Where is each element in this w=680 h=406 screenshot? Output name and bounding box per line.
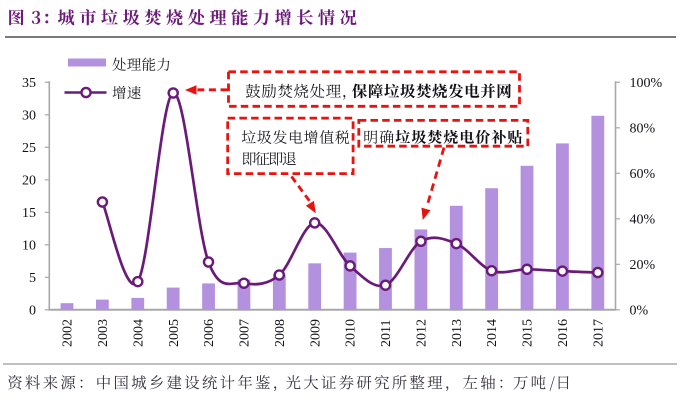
svg-text:2012: 2012 [415, 319, 430, 347]
svg-text:0: 0 [29, 304, 36, 319]
svg-text:25: 25 [22, 141, 36, 156]
svg-text:2006: 2006 [202, 319, 217, 347]
svg-text:2004: 2004 [131, 319, 146, 347]
svg-text:40%: 40% [630, 213, 656, 228]
svg-text:2009: 2009 [308, 319, 323, 347]
svg-text:2015: 2015 [521, 319, 536, 347]
svg-text:2003: 2003 [96, 319, 111, 347]
svg-text:2007: 2007 [238, 319, 253, 347]
svg-text:30: 30 [22, 109, 36, 124]
svg-text:2017: 2017 [591, 319, 606, 347]
svg-text:2016: 2016 [556, 319, 571, 347]
svg-text:2002: 2002 [61, 319, 76, 347]
svg-text:2014: 2014 [485, 319, 500, 347]
svg-text:20%: 20% [630, 258, 656, 273]
svg-text:5: 5 [29, 271, 36, 286]
svg-text:2011: 2011 [379, 320, 394, 347]
svg-text:60%: 60% [630, 167, 656, 182]
svg-text:2013: 2013 [450, 319, 465, 347]
svg-text:20: 20 [22, 174, 36, 189]
svg-text:2005: 2005 [167, 319, 182, 347]
svg-text:100%: 100% [630, 76, 663, 91]
svg-text:0%: 0% [630, 304, 649, 319]
svg-text:2008: 2008 [273, 319, 288, 347]
svg-text:15: 15 [22, 206, 36, 221]
svg-text:35: 35 [22, 76, 36, 91]
svg-text:80%: 80% [630, 122, 656, 137]
svg-text:2010: 2010 [344, 319, 359, 347]
svg-text:10: 10 [22, 239, 36, 254]
